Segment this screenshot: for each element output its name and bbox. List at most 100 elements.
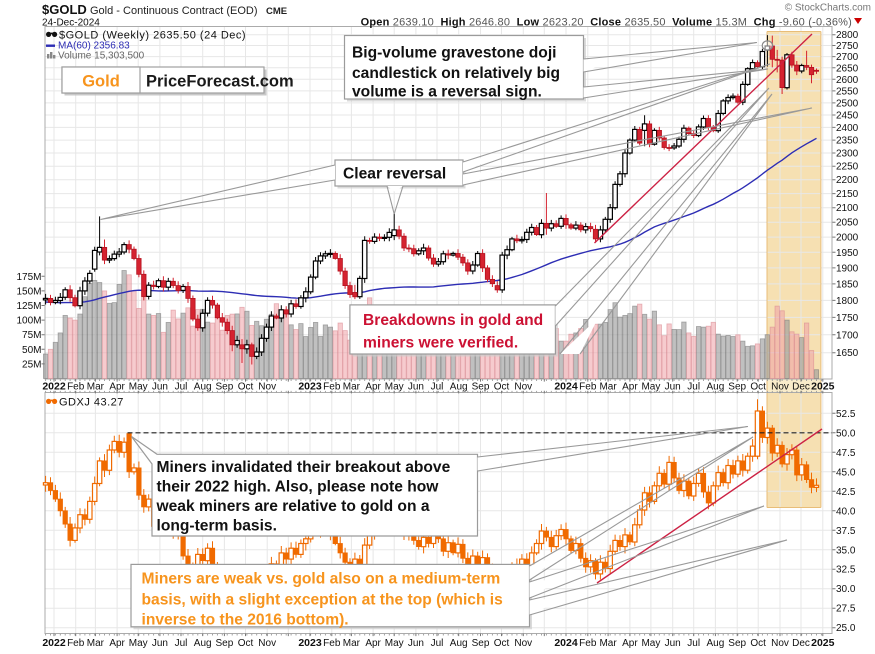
svg-text:Aug: Aug bbox=[450, 638, 468, 649]
svg-text:Aug: Aug bbox=[194, 638, 212, 649]
svg-text:Sep: Sep bbox=[216, 382, 234, 393]
svg-text:Miners are weak vs. gold also: Miners are weak vs. gold also on a mediu… bbox=[142, 571, 501, 588]
svg-text:Sep: Sep bbox=[472, 638, 490, 649]
svg-text:25M: 25M bbox=[22, 359, 41, 370]
svg-text:Apr: Apr bbox=[622, 382, 638, 393]
svg-text:$GOLD: $GOLD bbox=[42, 2, 87, 17]
svg-text:$GOLD (Weekly) 2635.50 (24 Dec: $GOLD (Weekly) 2635.50 (24 Dec) bbox=[59, 30, 246, 42]
svg-text:2150: 2150 bbox=[836, 189, 859, 200]
svg-text:May: May bbox=[129, 638, 148, 649]
svg-text:2022: 2022 bbox=[42, 381, 66, 393]
svg-text:Volume 15,303,500: Volume 15,303,500 bbox=[58, 51, 145, 62]
svg-text:2023: 2023 bbox=[298, 381, 322, 393]
svg-text:Mar: Mar bbox=[87, 382, 105, 393]
svg-text:Sep: Sep bbox=[728, 382, 746, 393]
svg-text:45.0: 45.0 bbox=[836, 467, 856, 478]
svg-text:Apr: Apr bbox=[109, 382, 125, 393]
svg-text:2100: 2100 bbox=[836, 203, 859, 214]
svg-text:47.5: 47.5 bbox=[836, 448, 856, 459]
svg-text:1650: 1650 bbox=[836, 348, 859, 359]
svg-text:2025: 2025 bbox=[811, 381, 835, 393]
svg-text:Big-volume gravestone doji: Big-volume gravestone doji bbox=[352, 45, 557, 62]
svg-text:40.0: 40.0 bbox=[836, 506, 856, 517]
svg-text:Sep: Sep bbox=[728, 638, 746, 649]
svg-text:Mar: Mar bbox=[87, 638, 105, 649]
svg-text:Mar: Mar bbox=[343, 382, 361, 393]
svg-text:25.0: 25.0 bbox=[836, 623, 856, 634]
svg-text:Nov: Nov bbox=[771, 382, 789, 393]
svg-text:1900: 1900 bbox=[836, 263, 859, 274]
svg-text:Sep: Sep bbox=[472, 382, 490, 393]
svg-text:2200: 2200 bbox=[836, 175, 859, 186]
svg-text:Sep: Sep bbox=[216, 638, 234, 649]
svg-text:Oct: Oct bbox=[494, 638, 510, 649]
svg-text:100M: 100M bbox=[16, 316, 41, 327]
svg-text:PriceForecast.com: PriceForecast.com bbox=[146, 73, 294, 91]
svg-text:Aug: Aug bbox=[707, 382, 725, 393]
svg-text:Jun: Jun bbox=[152, 382, 168, 393]
svg-text:35.0: 35.0 bbox=[836, 545, 856, 556]
svg-text:© StockCharts.com: © StockCharts.com bbox=[785, 3, 871, 14]
svg-text:2450: 2450 bbox=[836, 111, 859, 122]
svg-text:2650: 2650 bbox=[836, 63, 859, 74]
svg-text:52.5: 52.5 bbox=[836, 409, 856, 420]
svg-text:May: May bbox=[641, 382, 660, 393]
svg-text:75M: 75M bbox=[22, 330, 41, 341]
svg-text:2300: 2300 bbox=[836, 149, 859, 160]
svg-text:May: May bbox=[129, 382, 148, 393]
svg-text:Feb: Feb bbox=[579, 638, 597, 649]
svg-text:Mar: Mar bbox=[599, 638, 617, 649]
svg-text:2800: 2800 bbox=[836, 30, 859, 41]
svg-text:Feb: Feb bbox=[67, 638, 85, 649]
svg-text:150M: 150M bbox=[16, 286, 41, 297]
svg-text:Aug: Aug bbox=[194, 382, 212, 393]
svg-text:2600: 2600 bbox=[836, 75, 859, 86]
svg-text:2022: 2022 bbox=[42, 637, 66, 649]
svg-text:Open 2639.10 High 2646.80 Lo: Open 2639.10 High 2646.80 Low 2623.20 Cl… bbox=[361, 17, 852, 29]
svg-text:Apr: Apr bbox=[622, 638, 638, 649]
svg-text:2025: 2025 bbox=[811, 637, 835, 649]
svg-text:Dec: Dec bbox=[792, 638, 810, 649]
svg-text:Jun: Jun bbox=[152, 638, 168, 649]
svg-text:Oct: Oct bbox=[750, 638, 766, 649]
svg-text:2250: 2250 bbox=[836, 162, 859, 173]
svg-text:2000: 2000 bbox=[836, 233, 859, 244]
svg-text:May: May bbox=[641, 638, 660, 649]
svg-text:2750: 2750 bbox=[836, 41, 859, 52]
svg-text:2024: 2024 bbox=[554, 381, 578, 393]
svg-text:May: May bbox=[385, 638, 404, 649]
svg-text:2050: 2050 bbox=[836, 218, 859, 229]
svg-text:Feb: Feb bbox=[323, 638, 341, 649]
svg-text:Jul: Jul bbox=[431, 382, 444, 393]
svg-text:Nov: Nov bbox=[514, 382, 532, 393]
svg-text:Jun: Jun bbox=[665, 382, 681, 393]
svg-text:1850: 1850 bbox=[836, 279, 859, 290]
svg-text:2550: 2550 bbox=[836, 86, 859, 97]
svg-text:long-term basis.: long-term basis. bbox=[157, 518, 277, 535]
svg-text:Jul: Jul bbox=[431, 638, 444, 649]
svg-text:32.5: 32.5 bbox=[836, 565, 856, 576]
svg-text:Gold: Gold bbox=[82, 73, 120, 91]
svg-text:Mar: Mar bbox=[343, 638, 361, 649]
svg-text:GDXJ 43.27: GDXJ 43.27 bbox=[59, 397, 124, 409]
svg-text:2350: 2350 bbox=[836, 136, 859, 147]
svg-text:2023: 2023 bbox=[298, 637, 322, 649]
svg-text:weak miners are relative to go: weak miners are relative to gold on a bbox=[156, 498, 430, 515]
svg-text:42.5: 42.5 bbox=[836, 487, 856, 498]
svg-text:Aug: Aug bbox=[450, 382, 468, 393]
svg-text:1750: 1750 bbox=[836, 313, 859, 324]
svg-text:1700: 1700 bbox=[836, 330, 859, 341]
svg-text:Jun: Jun bbox=[408, 638, 424, 649]
svg-text:175M: 175M bbox=[16, 272, 41, 283]
svg-text:125M: 125M bbox=[16, 301, 41, 312]
svg-text:Nov: Nov bbox=[258, 638, 276, 649]
svg-text:2400: 2400 bbox=[836, 123, 859, 134]
svg-text:Breakdowns in gold and: Breakdowns in gold and bbox=[363, 312, 543, 329]
svg-text:May: May bbox=[385, 382, 404, 393]
svg-text:Apr: Apr bbox=[365, 382, 381, 393]
svg-text:Aug: Aug bbox=[707, 638, 725, 649]
svg-text:miners were verified.: miners were verified. bbox=[363, 335, 518, 352]
svg-text:Miners invalidated their break: Miners invalidated their breakout above bbox=[157, 459, 451, 476]
svg-text:Gold - Continuous Contract (EO: Gold - Continuous Contract (EOD) bbox=[90, 5, 258, 17]
svg-text:Mar: Mar bbox=[599, 382, 617, 393]
